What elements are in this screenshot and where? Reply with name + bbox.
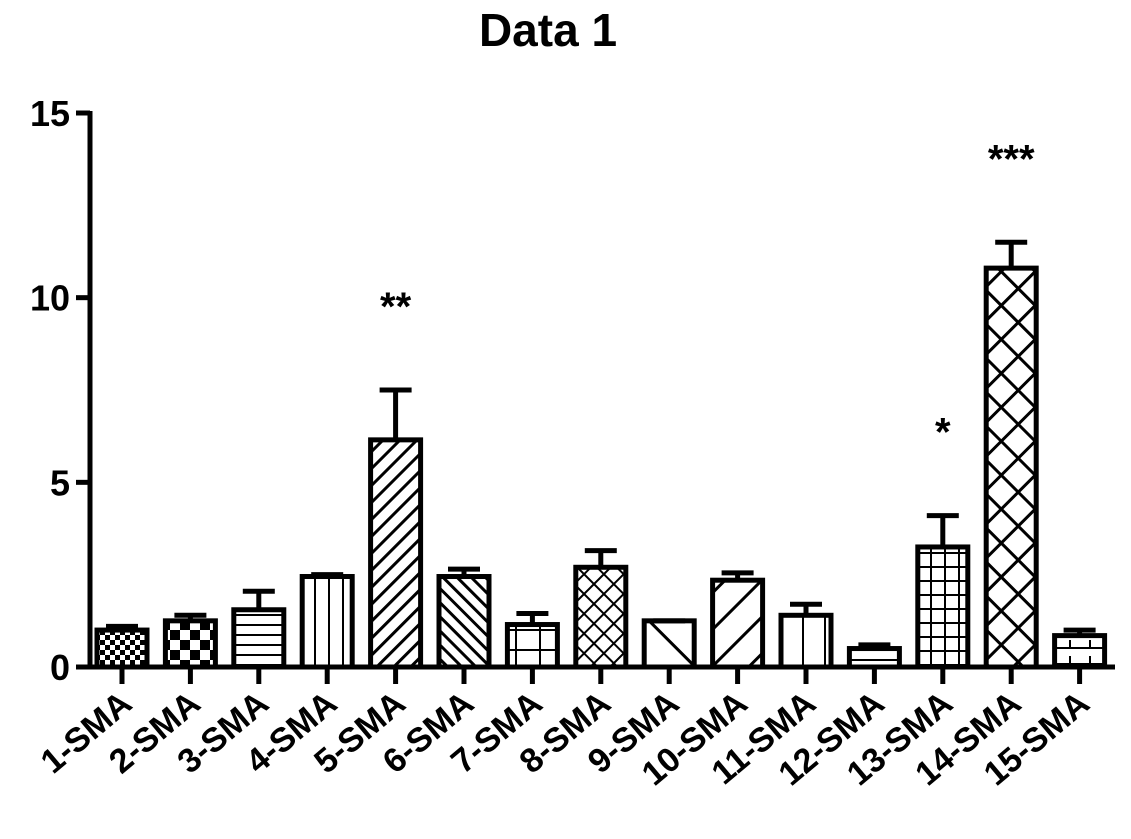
significance-label: ***: [988, 137, 1035, 181]
bar: [299, 574, 355, 670]
y-tick-label: 15: [30, 93, 70, 134]
bar: [231, 607, 287, 670]
y-tick-label: 5: [50, 462, 70, 503]
bar: [915, 544, 971, 670]
bar: [436, 574, 492, 670]
y-tick-label: 10: [30, 278, 70, 319]
bar: [162, 618, 218, 670]
bar: [846, 646, 902, 670]
bar: [983, 265, 1039, 670]
bar: [504, 622, 560, 670]
bar: [368, 437, 424, 670]
bar: [778, 612, 834, 670]
bar: [710, 577, 766, 670]
bar: [1052, 633, 1108, 670]
y-tick-label: 0: [50, 647, 70, 688]
chart-title: Data 1: [479, 4, 617, 56]
significance-label: *: [935, 411, 951, 455]
bar: [641, 618, 697, 670]
significance-label: **: [380, 285, 412, 329]
bar: [94, 627, 150, 670]
bar: [573, 564, 629, 670]
